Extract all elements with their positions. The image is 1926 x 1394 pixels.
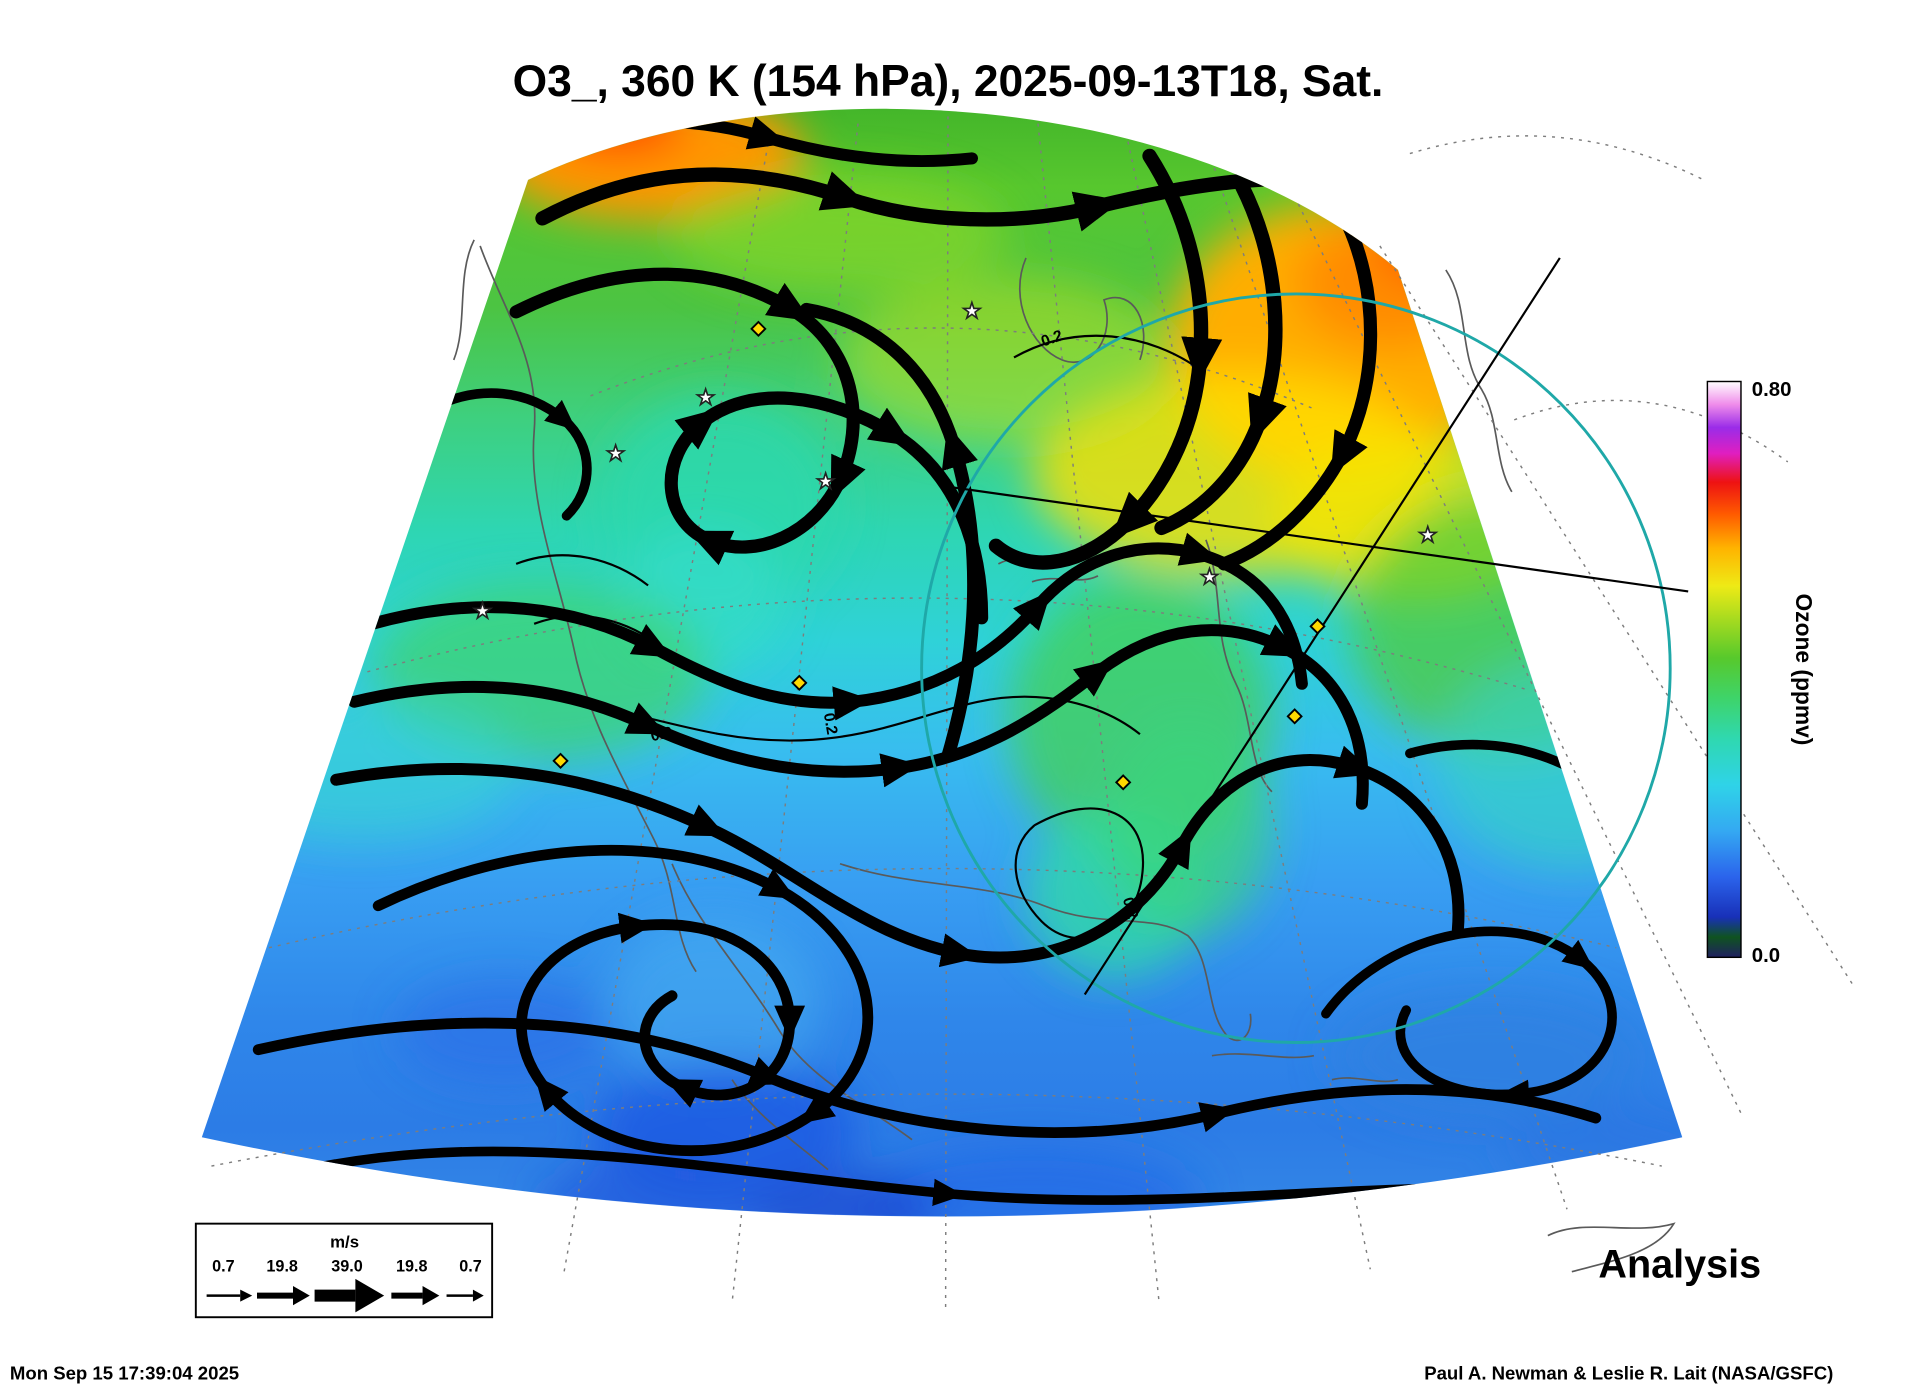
graticule-line bbox=[1213, 167, 1568, 1210]
streamline bbox=[1321, 926, 1617, 1107]
colorbar-tick-max: 0.80 bbox=[1752, 379, 1792, 401]
figure-title: O3_, 360 K (154 hPa), 2025-09-13T18, Sat… bbox=[513, 57, 1384, 106]
wind-legend-value: 0.7 bbox=[212, 1258, 235, 1276]
streamline bbox=[1154, 178, 1287, 536]
cross-line bbox=[950, 485, 1689, 593]
coastline bbox=[1547, 1222, 1676, 1273]
footer-credit: Paul A. Newman & Leslie R. Lait (NASA/GS… bbox=[1424, 1363, 1833, 1384]
graticule-line bbox=[1513, 399, 1789, 463]
coastline bbox=[1211, 1053, 1399, 1083]
streamline bbox=[1217, 209, 1378, 571]
diamond-marker: ◆ bbox=[751, 318, 767, 338]
star-marker: ★ bbox=[816, 468, 836, 493]
colorbar-tick-min: 0.0 bbox=[1752, 945, 1780, 967]
contour-label: 0.2 bbox=[820, 712, 841, 737]
star-marker: ★ bbox=[696, 384, 716, 409]
diamond-marker: ◆ bbox=[553, 749, 569, 769]
wind-legend-value: 19.8 bbox=[266, 1258, 298, 1276]
graticule-line bbox=[211, 1093, 1662, 1167]
colorbar-gradient bbox=[1706, 380, 1742, 959]
streamline bbox=[535, 167, 1376, 232]
diamond-marker: ◆ bbox=[1115, 771, 1131, 791]
streamline bbox=[252, 1017, 1602, 1138]
analysis-label: Analysis bbox=[1598, 1243, 1761, 1287]
cross-line bbox=[1083, 257, 1561, 996]
coastline bbox=[452, 239, 475, 361]
wind-legend-value: 39.0 bbox=[331, 1258, 363, 1276]
wind-legend-arrows bbox=[206, 1278, 484, 1313]
diamond-marker: ◆ bbox=[791, 671, 807, 691]
star-marker: ★ bbox=[473, 598, 493, 623]
footer-timestamp: Mon Sep 15 17:39:04 2025 bbox=[10, 1363, 239, 1384]
streamline bbox=[799, 302, 981, 763]
star-marker: ★ bbox=[962, 298, 982, 323]
coastline bbox=[1445, 269, 1513, 493]
wind-legend-value: 19.8 bbox=[396, 1258, 428, 1276]
wind-legend-unit: m/s bbox=[330, 1233, 359, 1252]
star-marker: ★ bbox=[1418, 522, 1438, 547]
diamond-marker: ◆ bbox=[1287, 705, 1303, 725]
contour-label: 0.2 bbox=[1039, 327, 1065, 350]
colorbar: 0.80 0.0 Ozone (ppmv) bbox=[1706, 379, 1817, 967]
colorbar-label: Ozone (ppmv) bbox=[1791, 593, 1817, 745]
graticule-line bbox=[944, 116, 949, 1313]
star-marker: ★ bbox=[606, 441, 626, 466]
diamond-marker: ◆ bbox=[1310, 615, 1326, 635]
star-marker: ★ bbox=[1200, 564, 1220, 589]
range-circle bbox=[920, 292, 1672, 1044]
graticule-line bbox=[1379, 245, 1855, 987]
wind-speed-legend: m/s 0.7 19.8 39.0 19.8 0.7 bbox=[194, 1222, 494, 1319]
streamline bbox=[427, 388, 592, 521]
station-markers: ★ ★ ★ ★ ★ ★ ★ ◆ ◆ ◆ ◆ ◆ ◆ bbox=[472, 297, 1438, 791]
wind-legend-value: 0.7 bbox=[459, 1258, 482, 1276]
streamline bbox=[330, 745, 1465, 968]
overlay-geometry bbox=[920, 257, 1689, 1044]
graticule-line bbox=[1409, 135, 1705, 181]
